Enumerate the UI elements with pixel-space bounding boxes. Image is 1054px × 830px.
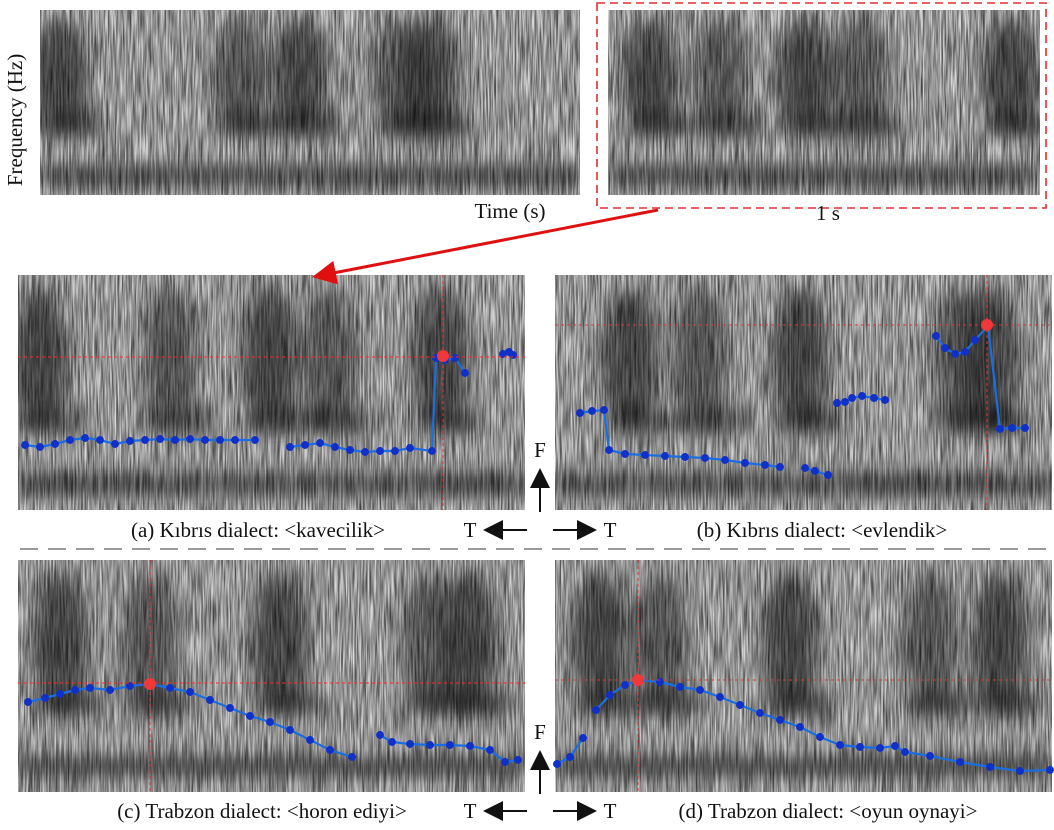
- spectrogram: [18, 275, 525, 510]
- spectrogram: [40, 10, 580, 195]
- texture: [40, 10, 580, 195]
- texture: [555, 275, 1052, 510]
- spectrogram: [18, 560, 525, 792]
- axis-key: F T T: [464, 438, 617, 542]
- spectrogram: [555, 560, 1052, 792]
- zoom-arrow: [312, 208, 659, 285]
- texture: [608, 10, 1040, 195]
- spectrogram: [555, 275, 1052, 510]
- x-axis-label: Time (s): [475, 199, 546, 223]
- caption: (c) Trabzon dialect: <horon ediyi>: [117, 799, 407, 823]
- zoom-box: [596, 2, 1047, 209]
- key-t: T: [464, 799, 477, 823]
- axis-key: F T T: [464, 720, 617, 823]
- key-t: T: [464, 518, 477, 542]
- key-t: T: [604, 799, 617, 823]
- key-t: T: [604, 518, 617, 542]
- texture: [555, 560, 1052, 792]
- spectrograms: [18, 10, 1052, 792]
- spectrogram: [608, 10, 1040, 195]
- caption: (d) Trabzon dialect: <oyun oynayi>: [679, 799, 978, 823]
- scale-label: 1 s: [816, 201, 840, 225]
- peak-dots: [144, 319, 993, 690]
- y-axis-label: Frequency (Hz): [3, 54, 27, 186]
- key-f: F: [534, 720, 546, 744]
- caption: (a) Kıbrıs dialect: <kavecilik>: [131, 518, 385, 542]
- key-f: F: [534, 438, 546, 462]
- texture: [18, 560, 525, 792]
- caption: (b) Kıbrıs dialect: <evlendik>: [697, 518, 948, 542]
- texture: [18, 275, 525, 510]
